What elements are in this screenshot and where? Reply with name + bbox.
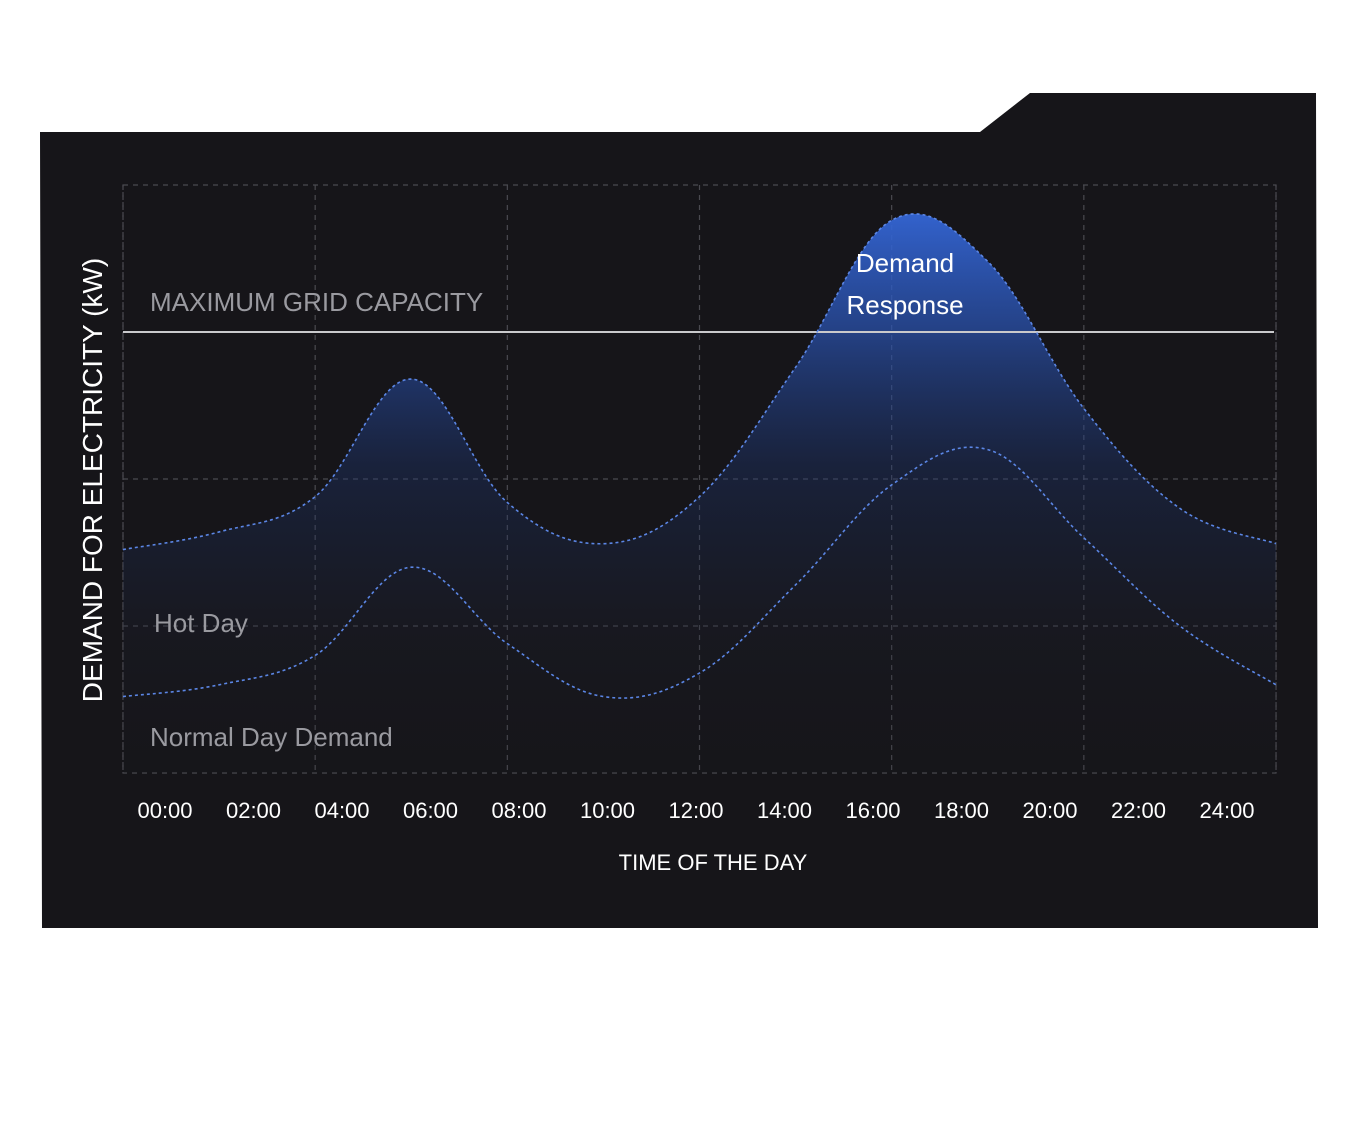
x-tick-label: 16:00 [845, 798, 900, 823]
x-tick-label: 20:00 [1022, 798, 1077, 823]
hot-day-area [123, 213, 1276, 773]
x-tick-label: 12:00 [668, 798, 723, 823]
normal-day-label: Normal Day Demand [150, 722, 393, 752]
hot-day-label: Hot Day [154, 608, 248, 638]
x-tick-label: 22:00 [1111, 798, 1166, 823]
y-axis-label: DEMAND FOR ELECTRICITY (kW) [77, 258, 108, 702]
x-tick-label: 00:00 [137, 798, 192, 823]
x-tick-label: 10:00 [580, 798, 635, 823]
x-axis-label: TIME OF THE DAY [619, 850, 808, 875]
x-tick-label: 14:00 [757, 798, 812, 823]
demand-response-label-line1: Demand [856, 248, 954, 278]
x-tick-label: 18:00 [934, 798, 989, 823]
x-tick-labels: 00:00 02:00 04:00 06:00 08:00 10:00 12:00 14:00… [137, 798, 1254, 823]
hot-day-curve [122, 213, 1277, 551]
normal-day-curve [122, 446, 1277, 699]
x-tick-label: 08:00 [491, 798, 546, 823]
area-fills [123, 213, 1276, 773]
x-tick-label: 02:00 [226, 798, 281, 823]
capacity-label: MAXIMUM GRID CAPACITY [150, 287, 483, 317]
series-curves [122, 213, 1277, 699]
x-tick-label: 24:00 [1199, 798, 1254, 823]
x-tick-label: 06:00 [403, 798, 458, 823]
demand-response-label-line2: Response [846, 290, 963, 320]
x-tick-label: 04:00 [314, 798, 369, 823]
